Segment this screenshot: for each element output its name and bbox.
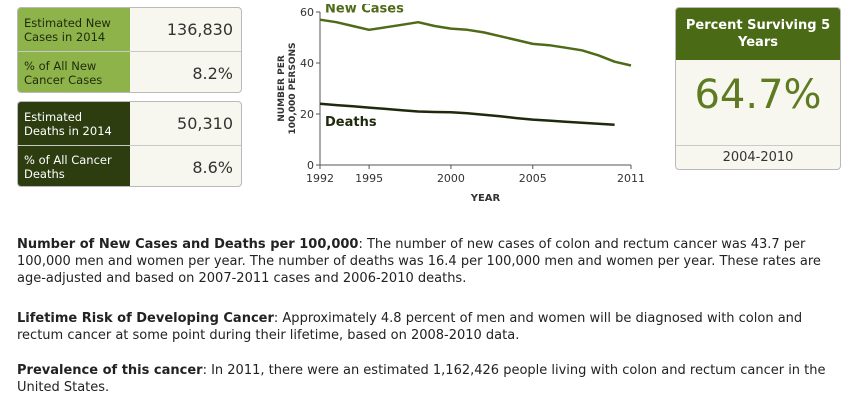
percent-new-cases-label: % of All New Cancer Cases: [18, 52, 130, 92]
paragraph-body: : In 2011, there were an estimated 1,162…: [17, 363, 826, 395]
cases-deaths-trend-chart: 0 20 40 60 1992 1995 2000 2005 2011 YEAR NUMBER PE…: [277, 4, 645, 204]
estimated-new-cases-row: Estimated New Cases in 2014 136,830: [18, 8, 241, 51]
paragraph-heading: Lifetime Risk of Developing Cancer: [17, 311, 274, 326]
x-tick-label: 2011: [617, 172, 645, 185]
x-tick-label: 2000: [437, 172, 465, 185]
new-cases-line: [319, 18, 632, 67]
x-tick-label: 1992: [306, 172, 334, 185]
deaths-series-label: Deaths: [325, 115, 377, 130]
paragraph-lifetime-risk: Lifetime Risk of Developing Cancer: Appr…: [17, 310, 839, 344]
y-tick-label: 60: [300, 6, 314, 19]
deaths-stats-box: Estimated Deaths in 2014 50,310 % of All…: [17, 101, 242, 187]
paragraph-rates: Number of New Cases and Deaths per 100,0…: [17, 236, 839, 287]
y-axis-label-line2: 100,000 PERSONS: [288, 43, 298, 135]
estimated-deaths-label: Estimated Deaths in 2014: [18, 102, 130, 145]
deaths-line: [319, 102, 615, 126]
new-cases-series-label: New Cases: [325, 4, 404, 17]
estimated-new-cases-label: Estimated New Cases in 2014: [18, 8, 130, 51]
paragraph-body: : The number of new cases of colon and r…: [17, 237, 821, 286]
survival-box: Percent Surviving 5 Years 64.7% 2004-201…: [675, 7, 841, 170]
x-tick-label: 2005: [519, 172, 547, 185]
y-axis-label-line1: NUMBER PER: [277, 55, 287, 122]
percent-new-cases-row: % of All New Cancer Cases 8.2%: [18, 52, 241, 92]
estimated-deaths-row: Estimated Deaths in 2014 50,310: [18, 102, 241, 145]
row-divider: [18, 145, 241, 146]
y-tick-label: 0: [307, 159, 314, 172]
paragraph-body: : Approximately 4.8 percent of men and w…: [17, 311, 803, 343]
survival-period: 2004-2010: [722, 150, 794, 165]
percent-deaths-value: 8.6%: [192, 157, 233, 177]
row-divider: [18, 51, 241, 52]
paragraph-heading: Number of New Cases and Deaths per 100,0…: [17, 237, 359, 252]
paragraph-heading: Prevalence of this cancer: [17, 363, 203, 378]
y-tick-label: 20: [300, 108, 314, 121]
percent-deaths-row: % of All Cancer Deaths 8.6%: [18, 146, 241, 186]
survival-title: Percent Surviving 5 Years: [676, 8, 840, 60]
paragraph-prevalence: Prevalence of this cancer: In 2011, ther…: [17, 362, 839, 396]
y-tick-label: 40: [300, 57, 314, 70]
estimated-new-cases-value: 136,830: [166, 20, 233, 39]
survival-value: 64.7%: [694, 72, 822, 118]
new-cases-stats-box: Estimated New Cases in 2014 136,830 % of…: [17, 7, 242, 93]
x-axis-label: YEAR: [470, 193, 501, 204]
survival-divider: [676, 145, 840, 146]
percent-deaths-label: % of All Cancer Deaths: [18, 146, 130, 186]
percent-new-cases-value: 8.2%: [192, 63, 233, 83]
x-tick-label: 1995: [355, 172, 383, 185]
estimated-deaths-value: 50,310: [177, 114, 233, 133]
